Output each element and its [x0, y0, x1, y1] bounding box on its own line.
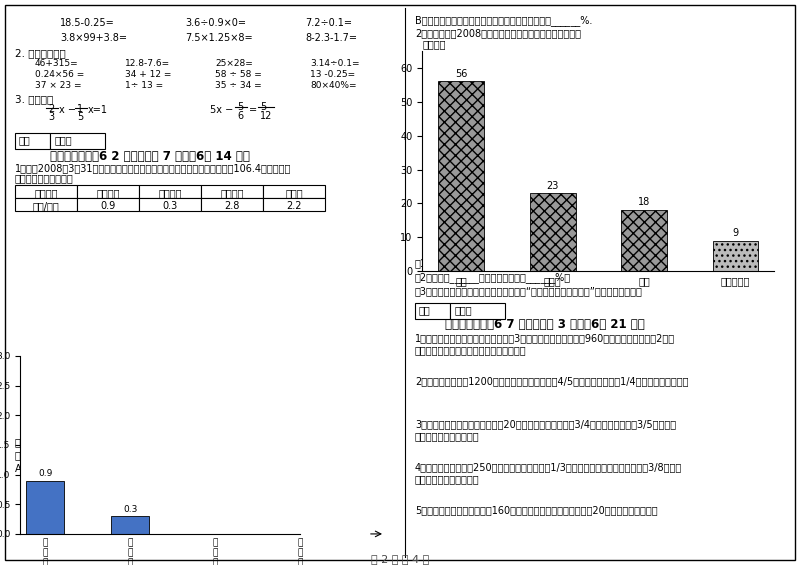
Text: 35 ÷ 34 =: 35 ÷ 34 = [215, 81, 262, 90]
Text: 7.2÷0.1=: 7.2÷0.1= [305, 18, 352, 28]
Text: 1: 1 [77, 104, 83, 114]
Text: 评卷人: 评卷人 [55, 135, 73, 145]
Text: 2.2: 2.2 [286, 201, 302, 211]
Bar [77, 198, 139, 211]
Text: 18.5-0.25=: 18.5-0.25= [60, 18, 114, 28]
Text: （2）北京得______票，占得票总数的______%。: （2）北京得______票，占得票总数的______%。 [415, 272, 571, 283]
Text: 1÷ 13 =: 1÷ 13 = [125, 81, 163, 90]
Text: 80×40%=: 80×40%= [310, 81, 357, 90]
Bar [415, 303, 450, 319]
Text: 5: 5 [77, 112, 83, 122]
Bar [15, 185, 77, 198]
Text: x=1: x=1 [88, 105, 108, 115]
Text: 34 + 12 =: 34 + 12 = [125, 70, 171, 79]
Text: x −: x − [59, 105, 76, 115]
Text: 外国人: 外国人 [285, 188, 303, 198]
Text: B．旅居国外的华侨华人比外国人的报名人数多大约______%.: B．旅居国外的华侨华人比外国人的报名人数多大约______%. [415, 15, 592, 26]
Text: 9: 9 [733, 228, 738, 238]
Text: 0.3: 0.3 [123, 505, 138, 514]
Text: 0.24×56 =: 0.24×56 = [35, 70, 84, 79]
Bar [111, 516, 150, 534]
Text: 12.8-7.6=: 12.8-7.6= [125, 59, 170, 68]
Text: 37 × 23 =: 37 × 23 = [35, 81, 82, 90]
Text: 华侨华人: 华侨华人 [220, 188, 244, 198]
Text: 第 2 页 共 4 页: 第 2 页 共 4 页 [371, 554, 429, 564]
Text: 12: 12 [260, 111, 272, 121]
Text: 0.9: 0.9 [38, 469, 53, 478]
Text: 1、截止2008年3月31日，报名申请成为北京奥运会志愿者的，除我国大陆的106.4万人外，其: 1、截止2008年3月31日，报名申请成为北京奥运会志愿者的，除我国大陆的106… [15, 163, 291, 173]
Text: 果园一共有果树多少棵？: 果园一共有果树多少棵？ [415, 474, 480, 484]
Text: 5、一本书，看了几天后还剩160页没看，剩下的页数比这本书的20页，这本书多少页？: 5、一本书，看了几天后还剩160页没看，剩下的页数比这本书的20页，这本书多少页… [415, 505, 658, 515]
Text: 评卷人: 评卷人 [455, 305, 473, 315]
Text: 港澳同胞: 港澳同胞 [96, 188, 120, 198]
Text: 台湾同胞: 台湾同胞 [158, 188, 182, 198]
Text: （2）求下列百分数。（百分号前保留一位小数）: （2）求下列百分数。（百分号前保留一位小数） [15, 450, 145, 460]
Bar [139, 198, 201, 211]
Bar [263, 198, 325, 211]
Bar [201, 198, 263, 211]
Bar [77, 185, 139, 198]
Text: 0.9: 0.9 [100, 201, 116, 211]
Text: （1）根据表里的人数，完成统计图。: （1）根据表里的人数，完成统计图。 [15, 437, 115, 447]
Text: 五、综合题（兲6 2 小题，每题 7 分，兲6计 14 分）: 五、综合题（兲6 2 小题，每题 7 分，兲6计 14 分） [50, 150, 250, 163]
Text: 1、一间教室要用方砖铺地，用边长是3分米的正方形方砖，需要960块，如果改用边长为2分米: 1、一间教室要用方砖铺地，用边长是3分米的正方形方砖，需要960块，如果改用边长… [415, 333, 675, 343]
Text: 46+315=: 46+315= [35, 59, 78, 68]
Text: 2. 直接写得数：: 2. 直接写得数： [15, 48, 66, 58]
Text: 56: 56 [455, 69, 467, 79]
Bar [26, 480, 64, 534]
Text: 人员类别: 人员类别 [34, 188, 58, 198]
Text: 0.3: 0.3 [162, 201, 178, 211]
Text: 58 ÷ 58 =: 58 ÷ 58 = [215, 70, 262, 79]
Bar [438, 81, 484, 271]
Text: 3.8×99+3.8=: 3.8×99+3.8= [60, 33, 127, 43]
Text: 它的报名人数如下表：: 它的报名人数如下表： [15, 173, 74, 183]
Text: 4、一个果园有苹果树250棵，梨树占所有果树的1/3，这两种果树正好是果园果树的3/8，这个: 4、一个果园有苹果树250棵，梨树占所有果树的1/3，这两种果树正好是果园果树的… [415, 462, 682, 472]
Text: （1）四个申办城市的得票总数是______票。: （1）四个申办城市的得票总数是______票。 [415, 258, 544, 269]
Bar [713, 241, 758, 271]
Bar [50, 133, 105, 149]
Bar [530, 193, 575, 271]
Text: 六、应用题（兲6 7 小题，每题 3 分，兲6计 21 分）: 六、应用题（兲6 7 小题，每题 3 分，兲6计 21 分） [445, 318, 645, 331]
Text: 3: 3 [48, 112, 54, 122]
Bar [450, 303, 505, 319]
Bar [15, 198, 77, 211]
Text: 子多少筐？（用方程解）: 子多少筐？（用方程解） [415, 431, 480, 441]
Text: 18: 18 [638, 198, 650, 207]
Text: 3.6÷0.9×0=: 3.6÷0.9×0= [185, 18, 246, 28]
Bar [15, 133, 50, 149]
Text: 3. 解方程：: 3. 解方程： [15, 94, 54, 104]
Text: 6: 6 [237, 111, 243, 121]
Bar [201, 185, 263, 198]
Text: 5: 5 [237, 102, 243, 112]
Text: 2、下面是申报2008年奥运会主办城市的得票情况统计图。: 2、下面是申报2008年奥运会主办城市的得票情况统计图。 [415, 28, 581, 38]
Text: 3.14÷0.1=: 3.14÷0.1= [310, 59, 359, 68]
Text: 2.8: 2.8 [224, 201, 240, 211]
Text: 的正方形方砖，需要多少块？（用比例解）: 的正方形方砖，需要多少块？（用比例解） [415, 345, 526, 355]
Text: A. 台湾同胞报名人数大约是港澳同胞的______%。: A. 台湾同胞报名人数大约是港澳同胞的______%。 [15, 463, 166, 474]
Text: 得分: 得分 [419, 305, 430, 315]
Text: 人数/万人: 人数/万人 [33, 201, 59, 211]
Text: 25×28=: 25×28= [215, 59, 253, 68]
Text: 8-2.3-1.7=: 8-2.3-1.7= [305, 33, 357, 43]
Text: 单位：票: 单位：票 [422, 38, 446, 49]
Text: =: = [249, 105, 257, 115]
Bar [622, 210, 667, 271]
Text: 5x −: 5x − [210, 105, 234, 115]
Text: 得分: 得分 [19, 135, 30, 145]
Text: （3）投票结果一出来，报纸、电视都说：“北京得票是数遥遥领先”，为什么这样说？: （3）投票结果一出来，报纸、电视都说：“北京得票是数遥遥领先”，为什么这样说？ [415, 286, 643, 296]
Text: 23: 23 [546, 181, 559, 190]
Text: 5: 5 [260, 102, 266, 112]
Text: 3、商店运来一些水果，运来苹果20筐，梨的筐数是苹果的3/4，同时又是橘子的3/5，运来橘: 3、商店运来一些水果，运来苹果20筐，梨的筐数是苹果的3/4，同时又是橘子的3/… [415, 419, 676, 429]
Text: 2、新光农场种白菜1200公顿，种的萨卜是白菜的4/5，萨卜又是黄瓜的1/4，种黄瓜多少公顿？: 2、新光农场种白菜1200公顿，种的萨卜是白菜的4/5，萨卜又是黄瓜的1/4，种… [415, 376, 689, 386]
Bar [139, 185, 201, 198]
Text: 7.5×1.25×8=: 7.5×1.25×8= [185, 33, 253, 43]
Bar [263, 185, 325, 198]
Text: 2: 2 [48, 104, 54, 114]
Text: 13 -0.25=: 13 -0.25= [310, 70, 355, 79]
